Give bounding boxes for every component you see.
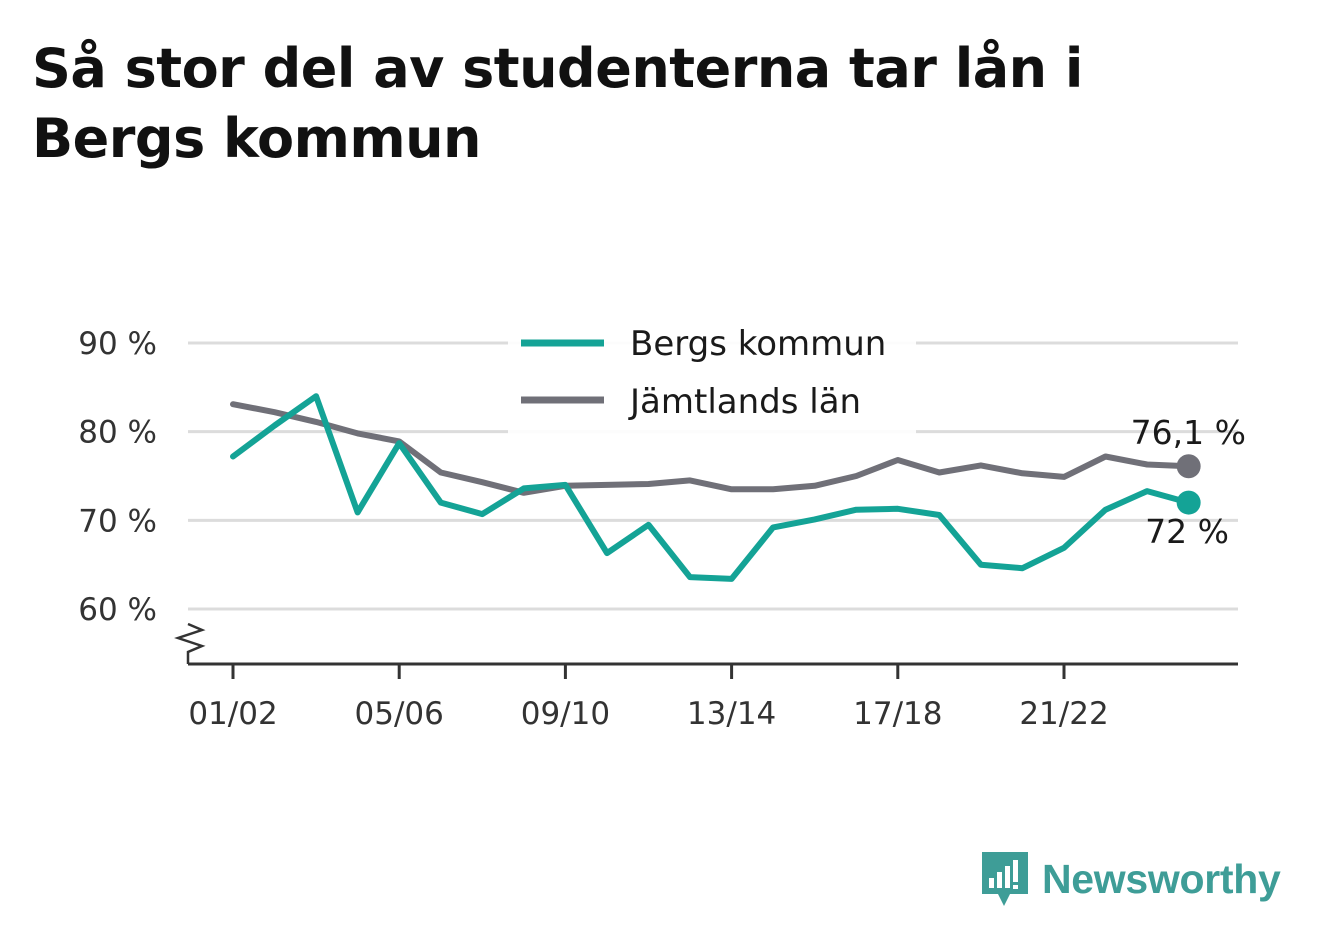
series-lines — [230, 393, 1201, 582]
series-end-point-jamtland — [1176, 454, 1201, 479]
newsworthy-brand: Newsworthy — [980, 848, 1281, 910]
y-tick-label: 80 % — [78, 415, 157, 451]
x-tick-label: 13/14 — [687, 696, 776, 732]
end-label-jamtland: 76,1 % — [1131, 413, 1246, 452]
x-axis-ticks: 01/02 05/06 09/10 13/14 17/18 21/22 — [188, 664, 1109, 732]
y-tick-label: 70 % — [78, 503, 157, 539]
legend: Bergs kommun Jämtlands län — [508, 316, 916, 436]
series-line-jamtland — [230, 401, 1192, 496]
x-tick-label: 17/18 — [853, 696, 942, 732]
axis-break-icon — [174, 622, 206, 664]
legend-label-jamtland: Jämtlands län — [628, 382, 861, 422]
legend-label-bergs: Bergs kommun — [630, 324, 886, 364]
x-tick-label: 01/02 — [188, 696, 277, 732]
series-line-bergs — [230, 393, 1192, 582]
x-tick-label: 09/10 — [521, 696, 610, 732]
x-axis — [174, 622, 1238, 666]
chart-title: Så stor del av studenterna tar lån i Ber… — [32, 37, 1083, 170]
y-axis-ticks: 90 % 80 % 70 % 60 % — [78, 326, 157, 628]
newsworthy-logo-icon — [982, 852, 1028, 906]
end-label-bergs: 72 % — [1145, 512, 1229, 551]
legend-background — [508, 316, 916, 436]
x-tick-label: 05/06 — [355, 696, 444, 732]
x-tick-label: 21/22 — [1019, 696, 1108, 732]
series-end-point-bergs — [1176, 490, 1201, 515]
brand-name: Newsworthy — [1042, 855, 1281, 902]
end-labels: 76,1 % 72 % — [1131, 413, 1246, 551]
y-tick-label: 60 % — [78, 592, 157, 628]
y-tick-label: 90 % — [78, 326, 157, 362]
